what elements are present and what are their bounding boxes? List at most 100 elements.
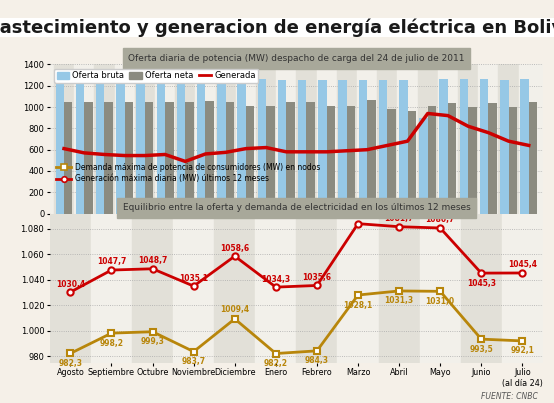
Bar [225, 102, 234, 214]
Text: FUENTE: CNBC: FUENTE: CNBC [480, 392, 537, 401]
Bar [278, 81, 286, 214]
Bar [185, 102, 194, 214]
Bar [64, 102, 73, 214]
Demanda máxima de potencia de consumidores (MW) en nodos [232, 316, 238, 321]
Bar [104, 102, 113, 214]
Demanda máxima de potencia de consumidores (MW) en nodos [273, 351, 279, 356]
Bar [55, 78, 64, 214]
Text: 1031,3: 1031,3 [384, 297, 414, 305]
Bar [237, 79, 246, 214]
Generada [505, 139, 512, 143]
Generada [404, 139, 411, 143]
Generación máxima diaria (MW) últimos 12 meses [191, 284, 197, 289]
Bar [125, 102, 133, 214]
Text: 999,3: 999,3 [141, 337, 165, 346]
Bar [358, 81, 367, 214]
Bar [276, 64, 296, 214]
Text: 993,5: 993,5 [469, 345, 493, 353]
Demanda máxima de potencia de consumidores (MW) en nodos [67, 351, 74, 356]
Line: Demanda máxima de potencia de consumidores (MW) en nodos: Demanda máxima de potencia de consumidor… [67, 288, 526, 357]
Title: Equilibrio entre la oferta y demanda de electricidad en los últimos 12 meses: Equilibrio entre la oferta y demanda de … [122, 203, 470, 212]
Bar [378, 214, 419, 363]
Bar [439, 79, 448, 214]
Generada [485, 130, 492, 135]
Demanda máxima de potencia de consumidores (MW) en nodos [478, 337, 485, 341]
Generación máxima diaria (MW) últimos 12 meses [437, 226, 444, 231]
Text: 1045,3: 1045,3 [467, 278, 496, 288]
Bar [499, 64, 519, 214]
Bar [50, 214, 91, 363]
Text: 1047,7: 1047,7 [97, 258, 126, 266]
Text: 983,7: 983,7 [182, 357, 206, 366]
Demanda máxima de potencia de consumidores (MW) en nodos [355, 293, 361, 297]
Demanda máxima de potencia de consumidores (MW) en nodos [519, 339, 526, 343]
Demanda máxima de potencia de consumidores (MW) en nodos [314, 349, 320, 353]
Bar [258, 79, 266, 214]
Bar [468, 107, 476, 214]
Generada [283, 150, 290, 154]
Demanda máxima de potencia de consumidores (MW) en nodos [396, 289, 402, 293]
Bar [296, 214, 337, 363]
Bar [298, 81, 306, 214]
Bar [347, 106, 356, 214]
Bar [397, 64, 418, 214]
Generación máxima diaria (MW) últimos 12 meses [478, 271, 485, 276]
Bar [529, 102, 537, 214]
Generada [121, 153, 128, 158]
Text: 1030,4: 1030,4 [56, 280, 85, 289]
Generación máxima diaria (MW) últimos 12 meses [396, 224, 402, 229]
Generada [384, 143, 391, 148]
Bar [206, 101, 214, 214]
Bar [519, 64, 539, 214]
Bar [338, 81, 347, 214]
Demanda máxima de potencia de consumidores (MW) en nodos [437, 289, 444, 294]
Bar [458, 64, 478, 214]
Bar [327, 106, 335, 214]
Bar [408, 111, 416, 214]
Title: Oferta diaria de potencia (MW) despacho de carga del 24 de julio de 2011: Oferta diaria de potencia (MW) despacho … [128, 54, 465, 63]
Demanda máxima de potencia de consumidores (MW) en nodos [191, 349, 197, 354]
Bar [460, 79, 468, 214]
Bar [145, 102, 153, 214]
Bar [480, 79, 489, 214]
Generación máxima diaria (MW) últimos 12 meses [67, 290, 74, 295]
Demanda máxima de potencia de consumidores (MW) en nodos [149, 329, 156, 334]
Bar [420, 214, 461, 363]
Legend: Demanda máxima de potencia de consumidores (MW) en nodos, Generación máxima diar: Demanda máxima de potencia de consumidor… [54, 161, 323, 186]
Generación máxima diaria (MW) últimos 12 meses [232, 254, 238, 259]
Line: Generación máxima diaria (MW) últimos 12 meses: Generación máxima diaria (MW) últimos 12… [67, 220, 526, 295]
Bar [387, 109, 396, 214]
Text: 1084,1: 1084,1 [343, 211, 373, 220]
Bar [165, 102, 173, 214]
Bar [84, 102, 93, 214]
Text: 1048,7: 1048,7 [138, 256, 167, 265]
Generada [141, 153, 148, 158]
Bar [76, 78, 84, 214]
Bar [256, 64, 276, 214]
Generación máxima diaria (MW) últimos 12 meses [149, 266, 156, 271]
Text: 1028,1: 1028,1 [343, 301, 373, 310]
Generada [424, 111, 431, 116]
Bar [54, 64, 74, 214]
Generada [445, 113, 452, 118]
Bar [318, 81, 327, 214]
Bar [520, 79, 529, 214]
Text: 982,3: 982,3 [58, 359, 83, 368]
Text: 1081,7: 1081,7 [384, 214, 414, 223]
Text: 1080,7: 1080,7 [425, 216, 455, 224]
Generada [162, 152, 168, 157]
Bar [214, 214, 255, 363]
Bar [74, 64, 94, 214]
Bar [377, 64, 397, 214]
Bar [175, 64, 196, 214]
Generada [525, 143, 532, 148]
Bar [438, 64, 458, 214]
Bar [379, 81, 387, 214]
Generada [61, 146, 68, 151]
Bar [96, 78, 104, 214]
Bar [448, 103, 456, 214]
Bar [255, 214, 296, 363]
Generada [101, 152, 107, 157]
Generación máxima diaria (MW) últimos 12 meses [519, 270, 526, 275]
Bar [367, 100, 376, 214]
